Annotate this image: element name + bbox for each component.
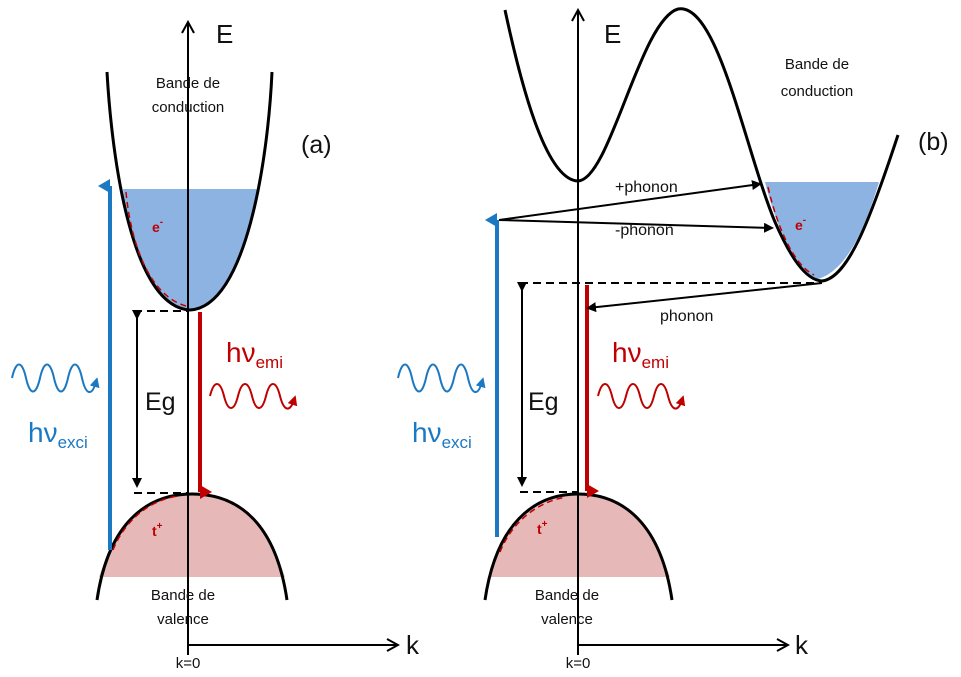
energy-axis-label-a: E	[216, 19, 233, 49]
k-axis-label-a: k	[406, 630, 420, 660]
phonon-emission-arrow	[586, 282, 823, 313]
phonon-minus-arrow	[498, 219, 774, 233]
k-axis-label-b: k	[795, 630, 809, 660]
phonon-label: phonon	[660, 308, 713, 325]
valence-label-line1-b: Bande de	[535, 587, 599, 604]
panel-b: E Bande de conduction (b) +phonon -phono…	[397, 7, 949, 672]
k-zero-label-a: k=0	[176, 655, 201, 672]
conduction-label-line2-a: conduction	[152, 99, 225, 116]
conduction-fill-a	[123, 189, 257, 310]
hole-distribution-dashes-a	[112, 495, 179, 551]
excitation-label-b: hνexci	[412, 417, 472, 452]
valence-label-line2-b: valence	[541, 611, 593, 628]
gap-label-b: Eg	[528, 388, 559, 416]
excitation-photon-wave-b	[397, 363, 486, 393]
valence-band-curve-b	[483, 492, 674, 601]
conduction-label-line1-a: Bande de	[156, 75, 220, 92]
emission-label-a: hνemi	[226, 337, 283, 372]
hole-distribution-dashes-b	[499, 496, 567, 553]
valence-label-line1-a: Bande de	[151, 587, 215, 604]
panel-label-b: (b)	[918, 128, 949, 156]
valence-fill-a	[99, 494, 285, 577]
emission-label-b: hνemi	[612, 337, 669, 372]
hole-label-a: t+	[152, 521, 163, 539]
phonon-minus-label: -phonon	[615, 222, 674, 239]
k-zero-label-b: k=0	[566, 655, 591, 672]
excitation-label-a: hνexci	[28, 417, 88, 452]
valence-band-curve-a	[95, 492, 289, 601]
gap-label-a: Eg	[145, 388, 176, 416]
conduction-label-line1-b: Bande de	[785, 56, 849, 73]
emission-photon-wave-a	[209, 383, 298, 410]
electron-distribution-dashes-b	[767, 186, 815, 276]
conduction-band-curve-a	[105, 71, 274, 312]
excitation-photon-wave-a	[11, 363, 100, 393]
valence-label-line2-a: valence	[157, 611, 209, 628]
electron-label-a: e-	[152, 217, 163, 235]
hole-label-b: t+	[537, 519, 548, 537]
panel-a: E Bande de conduction (a) e- t+ Eg hνexc…	[11, 19, 420, 672]
electron-distribution-dashes-a	[125, 191, 187, 307]
phonon-plus-label: +phonon	[615, 179, 678, 196]
panel-label-a: (a)	[301, 131, 332, 159]
emission-photon-wave-b	[597, 383, 686, 410]
phonon-plus-arrow	[498, 180, 762, 221]
energy-axis-label-b: E	[604, 19, 621, 49]
electron-label-b: e-	[795, 215, 806, 233]
conduction-band-curve-b	[503, 7, 900, 283]
conduction-label-line2-b: conduction	[781, 83, 854, 100]
